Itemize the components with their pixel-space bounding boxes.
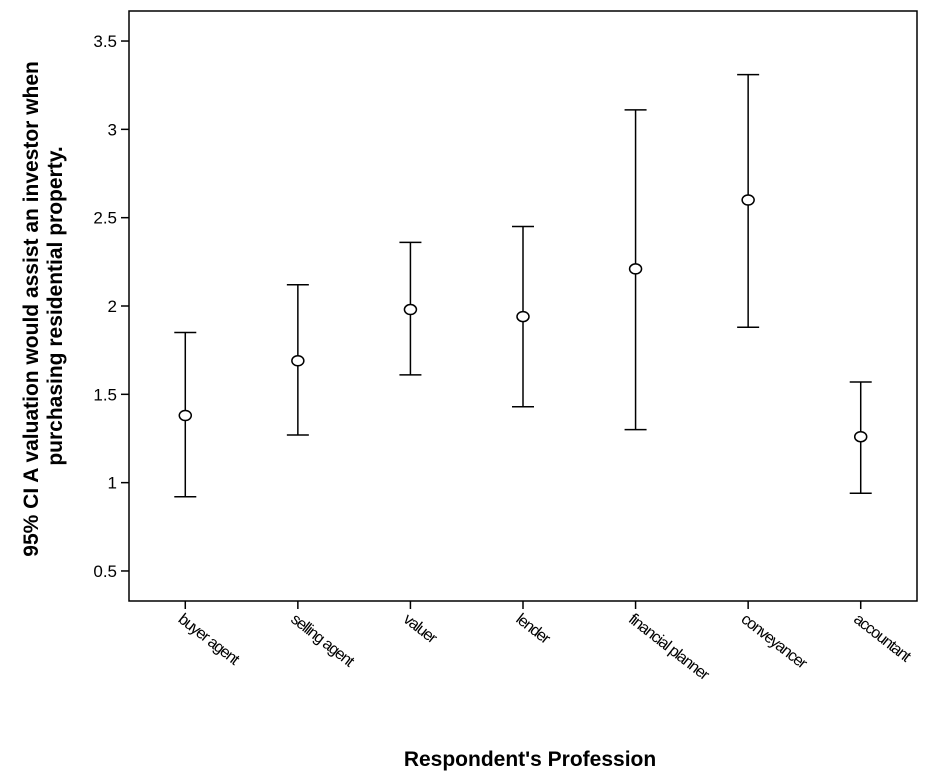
y-axis-title: 95% CI A valuation would assist an inves… <box>20 55 67 556</box>
mean-marker <box>516 310 530 323</box>
x-tick-label: accountant <box>850 611 914 666</box>
mean-marker <box>403 303 418 316</box>
x-tick-label: financial planner <box>625 611 713 685</box>
y-axis-title-line-1: 95% CI A valuation would assist an inves… <box>20 61 43 557</box>
x-axis-title: Respondent's Profession <box>404 748 656 771</box>
y-tick-label: 0.5 <box>93 562 117 581</box>
x-tick-label: buyer agent <box>175 611 243 669</box>
y-tick-label: 3 <box>108 120 117 139</box>
x-tick-label: selling agent <box>287 611 357 671</box>
x-tick-label: valuer <box>400 611 441 648</box>
mean-marker <box>628 263 643 275</box>
y-axis: 0.5 1 1.5 2 2.5 3 3.5 <box>93 32 129 581</box>
x-tick-label: lender <box>513 611 554 648</box>
y-tick-label: 2.5 <box>93 209 117 228</box>
x-axis: buyer agent selling agent valuer lender fina… <box>175 601 914 685</box>
y-tick-label: 1 <box>108 474 117 493</box>
y-tick-label: 2 <box>108 297 117 316</box>
x-tick-label: conveyancer <box>738 611 811 673</box>
error-bars <box>174 73 872 498</box>
mean-marker <box>291 355 305 367</box>
mean-marker <box>853 430 868 443</box>
mean-marker <box>741 194 755 206</box>
y-axis-title-line-2: purchasing residential property. <box>44 146 67 465</box>
y-tick-label: 3.5 <box>93 32 117 51</box>
mean-marker <box>178 409 193 422</box>
y-tick-label: 1.5 <box>93 385 117 404</box>
